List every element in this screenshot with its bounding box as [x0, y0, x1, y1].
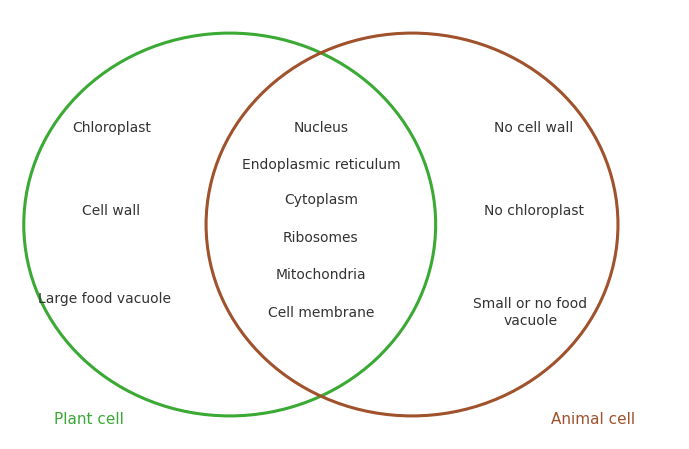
Text: Cytoplasm: Cytoplasm [284, 194, 358, 207]
Text: Plant cell: Plant cell [54, 412, 124, 427]
Text: Mitochondria: Mitochondria [276, 268, 366, 282]
Text: Large food vacuole: Large food vacuole [39, 292, 172, 306]
Text: Animal cell: Animal cell [551, 412, 635, 427]
Text: Cell membrane: Cell membrane [268, 305, 374, 320]
Text: Small or no food
vacuole: Small or no food vacuole [473, 297, 587, 328]
Text: No chloroplast: No chloroplast [484, 204, 584, 218]
Text: Cell wall: Cell wall [83, 204, 141, 218]
Text: Nucleus: Nucleus [294, 121, 349, 135]
Text: Endoplasmic reticulum: Endoplasmic reticulum [242, 158, 400, 172]
Text: Chloroplast: Chloroplast [72, 121, 151, 135]
Text: Ribosomes: Ribosomes [283, 231, 359, 245]
Text: No cell wall: No cell wall [494, 121, 573, 135]
